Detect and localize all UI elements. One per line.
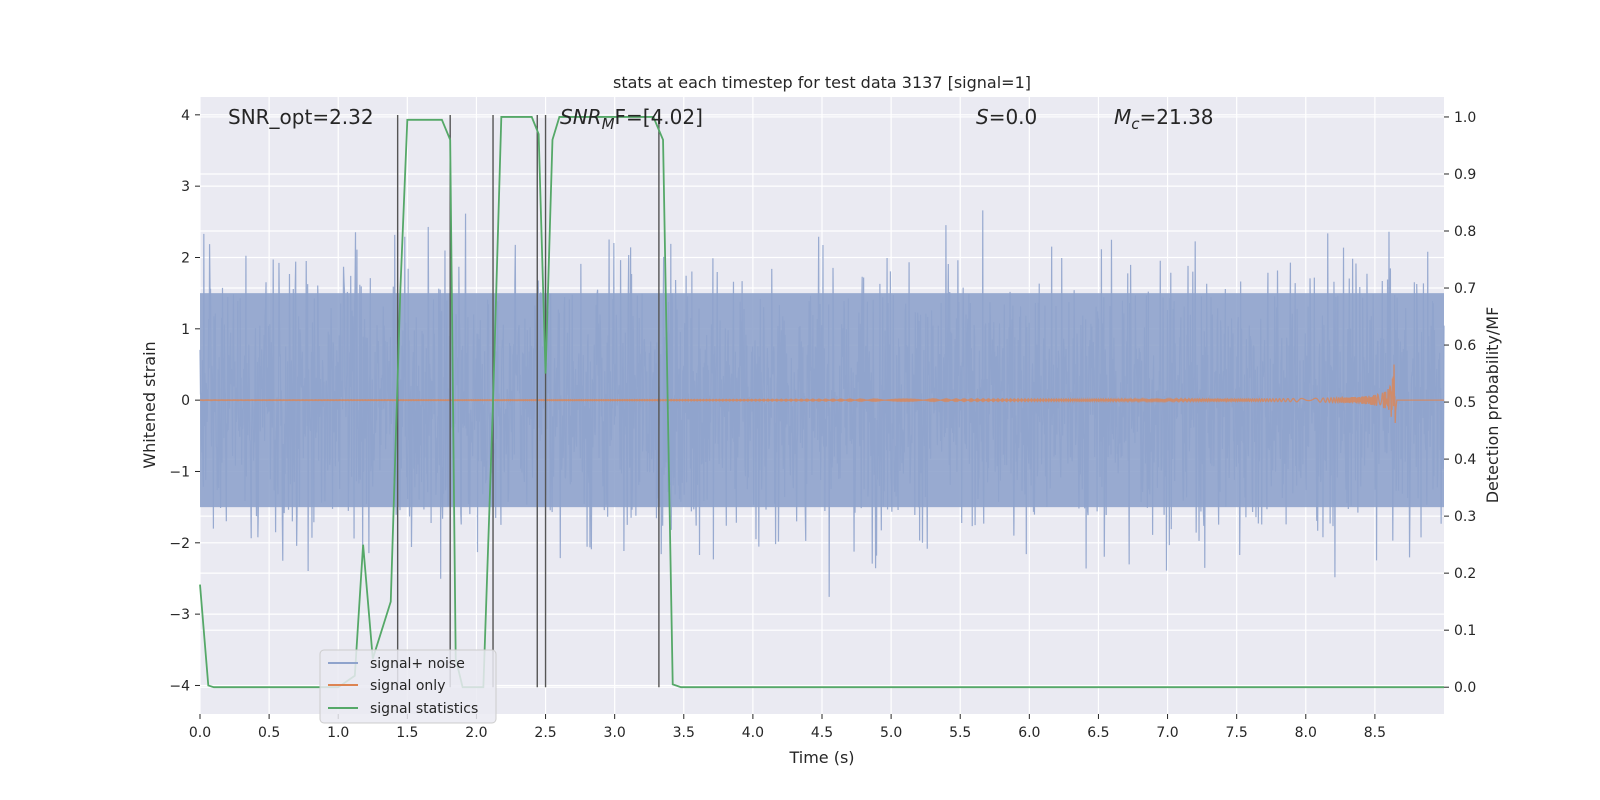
legend-label-signal-only: signal only xyxy=(370,678,445,694)
ticks: 0.0 0.5 1.0 1.5 2.0 2.5 3.0 3.5 4.0 4.5 5.0 5.5 6.0 6… xyxy=(169,108,1476,741)
x-tick-label: 0.5 xyxy=(258,725,280,741)
x-tick-label: 6.0 xyxy=(1018,725,1040,741)
x-tick-label: 1.0 xyxy=(327,725,349,741)
annotation-s: S=0.0 xyxy=(976,105,1037,129)
chart-title: stats at each timestep for test data 313… xyxy=(613,73,1031,92)
x-axis-label: Time (s) xyxy=(788,748,854,767)
y-tick-label-left: 0 xyxy=(181,393,190,409)
annotation-mc-sub: c xyxy=(1131,115,1140,133)
x-tick-label: 5.5 xyxy=(949,725,971,741)
legend: signal+ noise signal only signal statist… xyxy=(319,649,497,724)
x-tick-label: 1.5 xyxy=(396,725,418,741)
x-tick-label: 8.5 xyxy=(1364,725,1386,741)
x-tick-label: 4.5 xyxy=(811,725,833,741)
y-tick-label-left: 1 xyxy=(181,322,190,338)
y-tick-label-right: 0.2 xyxy=(1454,566,1476,582)
legend-box xyxy=(319,649,497,724)
y-tick-label-right: 0.6 xyxy=(1454,338,1476,354)
annotation-mc: Mc=21.38 xyxy=(1114,105,1214,133)
annotation-snr-opt: SNR_opt=2.32 xyxy=(228,105,374,129)
x-tick-label: 7.5 xyxy=(1226,725,1248,741)
y-tick-label-left: 4 xyxy=(181,108,190,124)
y-tick-label-right: 1.0 xyxy=(1454,110,1476,126)
annotation-s-tail: =0.0 xyxy=(989,105,1038,129)
series-signal-only xyxy=(199,364,1444,424)
y-tick-label-right: 0.1 xyxy=(1454,623,1476,639)
legend-label-signal-plus-noise: signal+ noise xyxy=(370,656,465,672)
x-tick-label: 3.0 xyxy=(604,725,626,741)
x-tick-label: 7.0 xyxy=(1156,725,1178,741)
y-tick-label-left: −4 xyxy=(169,678,190,694)
y-tick-label-left: −3 xyxy=(169,607,190,623)
y-axis-label-right: Detection probability/MF xyxy=(1483,307,1502,504)
y-tick-label-left: 3 xyxy=(181,179,190,195)
y-axis-label-left: Whitened strain xyxy=(140,341,159,468)
x-tick-label: 4.0 xyxy=(742,725,764,741)
y-tick-label-right: 0.7 xyxy=(1454,281,1476,297)
annotation-snr-mf: SNRMF=[4.02] xyxy=(560,105,703,133)
x-tick-label: 3.5 xyxy=(673,725,695,741)
y-tick-label-right: 0.4 xyxy=(1454,452,1476,468)
annotation-s-main: S xyxy=(976,105,989,129)
x-tick-label: 0.0 xyxy=(189,725,211,741)
annotation-snr-mf-tail: F=[4.02] xyxy=(615,105,703,129)
y-tick-label-right: 0.5 xyxy=(1454,395,1476,411)
y-tick-label-left: −1 xyxy=(169,464,190,480)
annotation-snr-mf-sub: M xyxy=(602,115,615,133)
x-tick-label: 2.5 xyxy=(534,725,556,741)
signal-only-line xyxy=(199,364,1444,424)
y-tick-label-right: 0.8 xyxy=(1454,224,1476,240)
x-tick-label: 2.0 xyxy=(465,725,487,741)
annotation-mc-main: M xyxy=(1114,105,1131,129)
annotation-snr-mf-main: SNR xyxy=(560,105,602,129)
y-tick-label-right: 0.0 xyxy=(1454,680,1476,696)
x-tick-label: 6.5 xyxy=(1087,725,1109,741)
y-tick-label-left: 2 xyxy=(181,250,190,266)
x-tick-label: 8.0 xyxy=(1295,725,1317,741)
y-tick-label-left: −2 xyxy=(169,536,190,552)
x-tick-label: 5.0 xyxy=(880,725,902,741)
annotation-mc-tail: =21.38 xyxy=(1140,105,1214,129)
y-tick-label-right: 0.9 xyxy=(1454,167,1476,183)
legend-label-signal-statistics: signal statistics xyxy=(370,701,478,717)
y-tick-label-right: 0.3 xyxy=(1454,509,1476,525)
